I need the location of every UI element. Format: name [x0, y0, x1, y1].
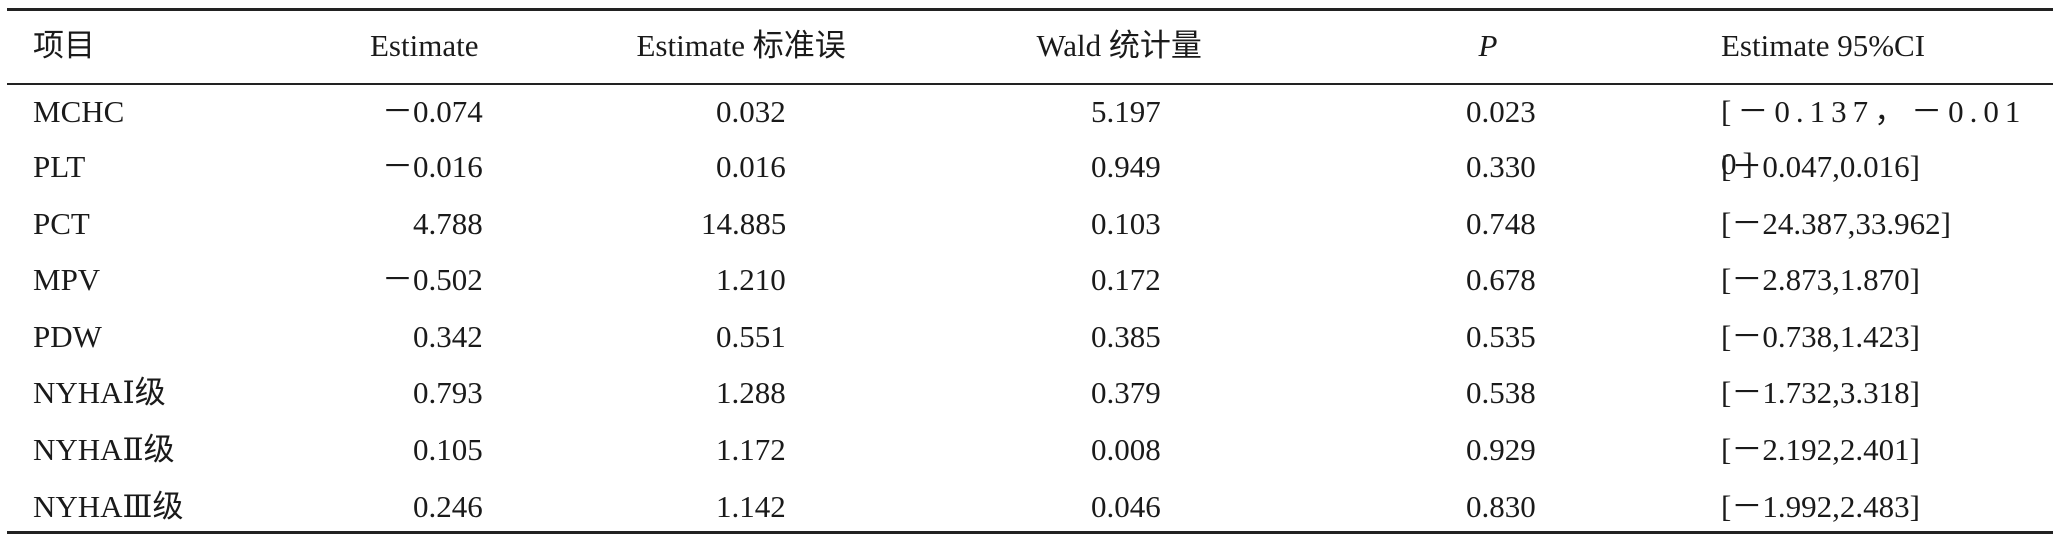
table-cell: [－0.738,1.423]	[1721, 319, 1920, 354]
table-cell: [－1.732,3.318]	[1721, 375, 1920, 410]
table-cell: 0.172	[1091, 262, 1161, 297]
table-cell: －0.016	[382, 149, 483, 184]
row-label: PLT	[33, 149, 86, 184]
table-cell: －0.502	[382, 262, 483, 297]
table-cell: 0.385	[1091, 319, 1161, 354]
column-header: Estimate 95%CI	[1721, 28, 1926, 63]
bottom-rule	[7, 531, 2053, 534]
table-cell: [－0.137，－0.010]	[1721, 94, 2027, 181]
column-header: Wald 统计量	[1036, 28, 1202, 63]
table-cell: 1.172	[716, 432, 786, 467]
table-cell: 0.949	[1091, 149, 1161, 184]
table-cell: 1.142	[716, 489, 786, 524]
table-cell: [－24.387,33.962]	[1721, 206, 1951, 241]
table-cell: 0.830	[1466, 489, 1536, 524]
table-cell: [－1.992,2.483]	[1721, 489, 1920, 524]
table-cell: [－2.873,1.870]	[1721, 262, 1920, 297]
row-label: PDW	[33, 319, 102, 354]
table-cell: 0.678	[1466, 262, 1536, 297]
table-cell: 0.105	[413, 432, 483, 467]
table-cell: 0.379	[1091, 375, 1161, 410]
top-rule	[7, 8, 2053, 11]
column-header: 项目	[33, 28, 95, 63]
column-header: Estimate 标准误	[636, 28, 846, 63]
table-cell: 0.032	[716, 94, 786, 129]
column-header: P	[1478, 28, 1498, 63]
column-header: Estimate	[370, 28, 479, 63]
table-cell: 0.342	[413, 319, 483, 354]
row-label: NYHAⅢ级	[33, 489, 184, 524]
table-cell: 0.538	[1466, 375, 1536, 410]
table-cell: 0.023	[1466, 94, 1536, 129]
row-label: NYHAⅠ级	[33, 375, 166, 410]
table-cell: [－0.047,0.016]	[1721, 149, 1920, 184]
table-cell: 0.016	[716, 149, 786, 184]
table-cell: 4.788	[413, 206, 483, 241]
table-cell: －0.074	[382, 94, 483, 129]
table-cell: 0.046	[1091, 489, 1161, 524]
row-label: NYHAⅡ级	[33, 432, 175, 467]
table-cell: 0.551	[716, 319, 786, 354]
table-cell: 0.748	[1466, 206, 1536, 241]
row-label: PCT	[33, 206, 90, 241]
table-cell: 0.330	[1466, 149, 1536, 184]
table-cell: 1.288	[716, 375, 786, 410]
table-cell: 0.793	[413, 375, 483, 410]
table-cell: 5.197	[1091, 94, 1161, 129]
row-label: MPV	[33, 262, 101, 297]
row-label: MCHC	[33, 94, 125, 129]
table-cell: 0.246	[413, 489, 483, 524]
table-cell: 0.535	[1466, 319, 1536, 354]
table-cell: 1.210	[716, 262, 786, 297]
table-cell: 0.008	[1091, 432, 1161, 467]
table-cell: 14.885	[701, 206, 787, 241]
table-cell: [－2.192,2.401]	[1721, 432, 1920, 467]
table-cell: 0.103	[1091, 206, 1161, 241]
header-rule	[7, 83, 2053, 85]
table-cell: 0.929	[1466, 432, 1536, 467]
